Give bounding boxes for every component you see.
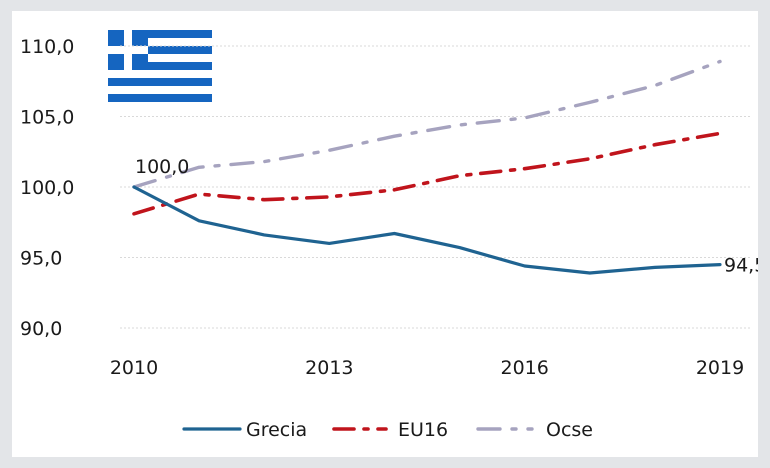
x-tick-label: 2019 — [696, 357, 744, 379]
chart-panel: 110,0 105,0 100,0 95,0 90,0 2010 2013 2016 2019… — [12, 11, 758, 457]
flag-stripe — [108, 46, 212, 54]
line-chart: 110,0 105,0 100,0 95,0 90,0 2010 2013 2016 2019… — [20, 30, 758, 441]
series-line-ocse — [132, 59, 722, 189]
flag-stripe — [108, 78, 212, 86]
flag-stripe — [108, 94, 212, 102]
x-tick-label: 2013 — [305, 357, 353, 379]
flag-stripe — [108, 30, 212, 38]
series-line-grecia — [132, 185, 722, 275]
series-lines — [132, 59, 722, 275]
flag-stripe — [108, 62, 212, 70]
y-tick-label: 100,0 — [20, 177, 74, 199]
data-label-start: 100,0 — [135, 156, 189, 178]
series-line-eu16 — [132, 131, 722, 216]
y-tick-label: 110,0 — [20, 36, 74, 58]
legend: Grecia EU16 Ocse — [182, 419, 593, 441]
y-tick-label: 95,0 — [20, 248, 62, 270]
y-tick-label: 105,0 — [20, 107, 74, 129]
y-tick-label: 90,0 — [20, 318, 62, 340]
legend-label-ocse: Ocse — [546, 419, 593, 441]
legend-label-grecia: Grecia — [246, 419, 307, 441]
data-label-end: 94,5 — [724, 255, 758, 277]
x-tick-label: 2016 — [500, 357, 548, 379]
legend-label-eu16: EU16 — [398, 419, 448, 441]
data-annotations: 100,0 94,5 — [135, 156, 758, 277]
flag-cross-v — [124, 30, 132, 70]
greece-flag-icon — [108, 30, 212, 102]
gridlines — [120, 45, 750, 329]
x-tick-label: 2010 — [110, 357, 158, 379]
x-axis-ticks: 2010 2013 2016 2019 — [110, 357, 744, 379]
y-axis-ticks: 110,0 105,0 100,0 95,0 90,0 — [20, 36, 74, 340]
